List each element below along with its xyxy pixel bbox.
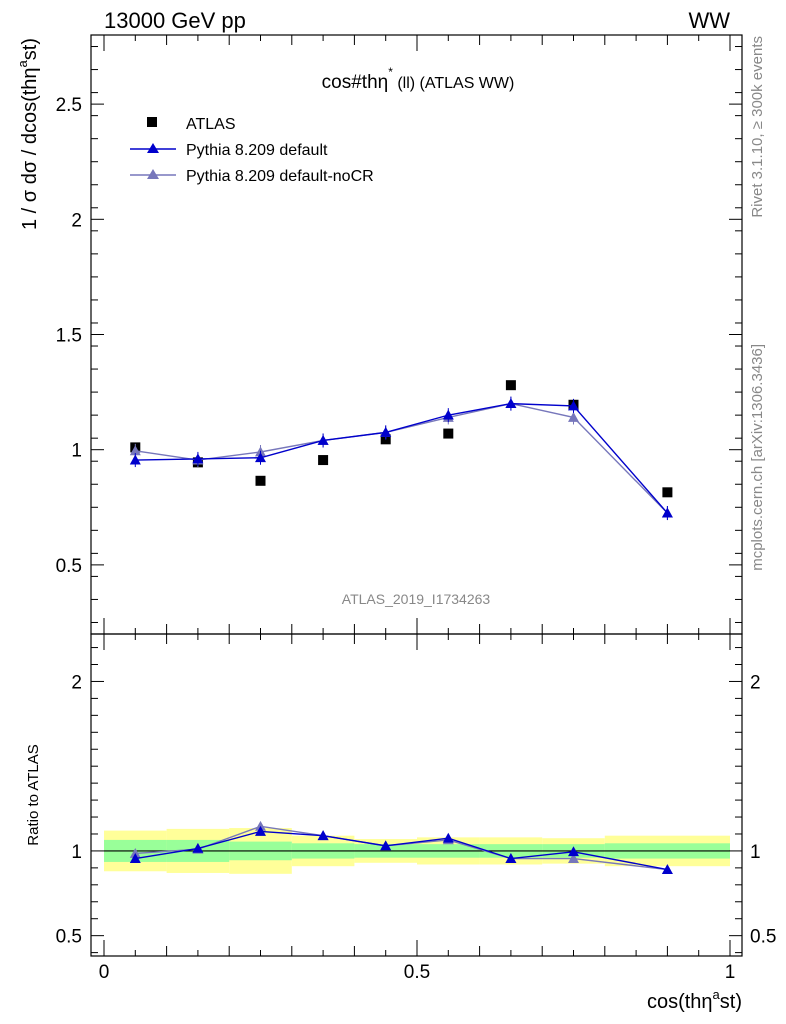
mc-data-point xyxy=(442,409,454,420)
legend-nocr-label: Pythia 8.209 default-noCR xyxy=(186,168,374,185)
main-y-axis-label-sup: a xyxy=(15,59,30,67)
ratio-data-point xyxy=(192,842,204,853)
legend-default-marker xyxy=(147,143,159,153)
main-y-axis-label: 1 / σ dσ / dcos(thηast) xyxy=(15,38,41,230)
atlas-data-point xyxy=(505,380,516,391)
atlas-data-point xyxy=(443,428,454,439)
main-title-sup: * xyxy=(388,65,393,79)
main-axis-ticks: 0.5 1 1.5 2 2.5 xyxy=(56,35,742,634)
ratio-data-point xyxy=(505,853,517,863)
ratio-y-axis-label: Ratio to ATLAS xyxy=(25,744,42,845)
x-axis-label-rest: st) xyxy=(720,991,742,1013)
ratio-data-point xyxy=(568,846,579,857)
mc-data-point xyxy=(505,398,517,409)
main-plot: 0.5 1 1.5 2 2.5 xyxy=(56,35,742,634)
mc-data-point xyxy=(192,453,204,464)
ratio-y-tick-label-right: 0.5 xyxy=(750,927,776,948)
ratio-axis-ticks: 0.5 0.5 1 1 2 2 0 0.5 1 xyxy=(56,634,776,983)
ratio-data-point xyxy=(568,853,579,863)
atlas-data-point xyxy=(255,475,266,486)
legend-atlas-marker xyxy=(147,117,157,127)
atlas-data-point xyxy=(318,455,329,466)
mc-data-point xyxy=(661,507,673,518)
ratio-data-point xyxy=(129,853,141,863)
main-y-tick-label: 0.5 xyxy=(56,556,82,577)
x-tick-label: 0.5 xyxy=(404,962,430,983)
mc-data-point xyxy=(380,426,392,437)
mc-data-point xyxy=(568,400,579,411)
mc-data-point xyxy=(129,445,141,456)
ratio-y-tick-label: 1 xyxy=(71,842,82,863)
main-y-tick-label: 1 xyxy=(71,441,82,462)
ratio-data-point xyxy=(380,840,392,851)
legend-default-label: Pythia 8.209 default xyxy=(186,142,328,159)
main-y-tick-label: 2 xyxy=(71,210,82,231)
mc-data-point xyxy=(568,411,579,422)
energy-label: 13000 GeV pp xyxy=(104,8,246,33)
legend-nocr-marker xyxy=(147,169,159,179)
legend: ATLAS Pythia 8.209 default Pythia 8.209 … xyxy=(130,116,374,185)
x-axis-label-sup: a xyxy=(713,987,721,1002)
main-series xyxy=(129,380,673,521)
x-axis-label-text: cos(thη xyxy=(647,991,713,1013)
ratio-y-tick-label: 0.5 xyxy=(56,927,82,948)
mc-data-point xyxy=(317,434,329,445)
main-y-axis-label-rest: st) xyxy=(19,38,41,60)
analysis-watermark: ATLAS_2019_I1734263 xyxy=(342,591,491,607)
main-title: cos#thη* (ll) (ATLAS WW) xyxy=(322,65,515,93)
mcplots-label: mcplots.cern.ch [arXiv:1306.3436] xyxy=(749,344,766,571)
main-title-text: cos#thη xyxy=(322,72,389,93)
main-y-axis-label-text: 1 / σ dσ / dcos(thη xyxy=(19,67,41,230)
ratio-data-point xyxy=(255,820,266,831)
ratio-data-point xyxy=(661,864,673,874)
ratio-data-point xyxy=(255,825,266,836)
mc-data-point xyxy=(129,454,141,465)
x-tick-label: 1 xyxy=(725,962,736,983)
main-y-tick-label: 1.5 xyxy=(56,326,82,347)
ratio-plot: 0.5 0.5 1 1 2 2 0 0.5 1 xyxy=(56,634,776,983)
main-y-tick-label: 2.5 xyxy=(56,95,82,116)
ratio-data-point xyxy=(317,830,329,841)
ratio-y-tick-label-right: 2 xyxy=(750,672,761,693)
ratio-plot-frame xyxy=(90,633,743,957)
ratio-data-point xyxy=(442,832,454,843)
process-label: WW xyxy=(688,8,730,33)
mc-data-point xyxy=(255,452,266,463)
main-title-rest: (ll) (ATLAS WW) xyxy=(393,75,514,92)
x-axis-label: cos(thηast) xyxy=(647,987,742,1013)
mc-series-line xyxy=(135,402,668,514)
ratio-y-tick-label: 2 xyxy=(71,672,82,693)
rivet-label: Rivet 3.1.10, ≥ 300k events xyxy=(749,36,766,218)
legend-atlas-label: ATLAS xyxy=(186,116,236,133)
atlas-data-point xyxy=(662,487,673,498)
ratio-y-tick-label-right: 1 xyxy=(750,842,761,863)
ratio-data-point xyxy=(129,847,141,858)
ratio-series xyxy=(129,820,673,874)
x-tick-label: 0 xyxy=(99,962,110,983)
